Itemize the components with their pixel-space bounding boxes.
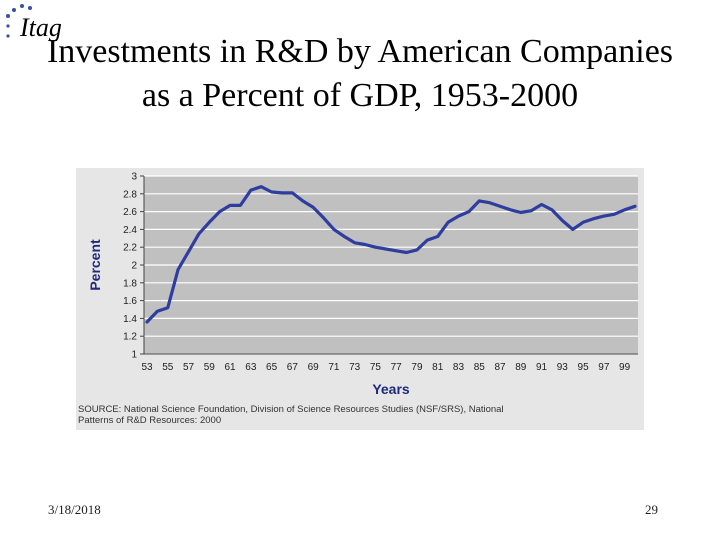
x-tick-label: 53 [141, 362, 153, 373]
x-tick-label: 77 [391, 362, 403, 373]
x-tick-label: 75 [370, 362, 382, 373]
footer-page-number: 29 [645, 502, 658, 517]
x-tick-label: 83 [453, 362, 465, 373]
x-tick-label: 69 [308, 362, 320, 373]
y-tick-label: 2.6 [123, 207, 137, 218]
x-tick-label: 61 [225, 362, 237, 373]
x-tick-label: 89 [515, 362, 527, 373]
x-tick-label: 67 [287, 362, 299, 373]
line-chart: 1 1.2 1.4 1.6 1.8 2 2.2 2.4 2.6 2.8 3 53 55 57 59 61 63 6… [87, 172, 638, 397]
y-tick-label: 1.6 [123, 296, 137, 307]
logo-stars [6, 4, 32, 38]
x-tick-label: 99 [619, 362, 631, 373]
x-tick-label: 71 [328, 362, 340, 373]
x-tick-label: 85 [474, 362, 486, 373]
x-tick-label: 87 [494, 362, 506, 373]
x-tick-label: 55 [162, 362, 174, 373]
itag-logo: Itag [2, 2, 82, 62]
series-line [145, 185, 637, 324]
footer-date: 3/18/2018 [48, 502, 101, 517]
x-tick-label: 65 [266, 362, 278, 373]
x-axis-title: Years [372, 381, 410, 397]
y-tick-label: 2.8 [123, 189, 137, 200]
y-tick-label: 1.8 [123, 278, 137, 289]
y-tick-label: 2 [131, 261, 137, 272]
x-tick-label: 81 [432, 362, 444, 373]
slide-title: Investments in R&D by American Companies… [0, 30, 720, 118]
x-tick-label: 93 [557, 362, 569, 373]
x-tick-label: 91 [536, 362, 548, 373]
chart-container: 1 1.2 1.4 1.6 1.8 2 2.2 2.4 2.6 2.8 3 53 55 57 59 61 63 6… [76, 168, 644, 430]
source-line-1: SOURCE: National Science Foundation, Div… [78, 404, 504, 415]
logo-text: Itag [19, 13, 62, 42]
x-tick-label: 59 [204, 362, 216, 373]
x-tick-label: 95 [578, 362, 590, 373]
slide-title-line-2: as a Percent of GDP, 1953-2000 [141, 77, 579, 114]
y-axis-title: Percent [87, 239, 103, 291]
y-tick-label: 2.2 [123, 243, 137, 254]
x-tick-label: 57 [183, 362, 195, 373]
x-tick-label: 63 [245, 362, 257, 373]
y-tick-label: 1.2 [123, 332, 137, 343]
chart-source-note: SOURCE: National Science Foundation, Div… [78, 404, 638, 426]
y-tick-label: 1 [131, 350, 137, 361]
x-tick-label: 79 [411, 362, 423, 373]
y-tick-label: 3 [131, 172, 137, 183]
y-tick-label: 2.4 [123, 225, 137, 236]
slide-title-line-1: Investments in R&D by American Companies [46, 33, 674, 70]
source-line-2: Patterns of R&D Resources: 2000 [78, 415, 222, 426]
x-tick-label: 73 [349, 362, 361, 373]
x-tick-label: 97 [598, 362, 610, 373]
y-tick-label: 1.4 [123, 314, 137, 325]
